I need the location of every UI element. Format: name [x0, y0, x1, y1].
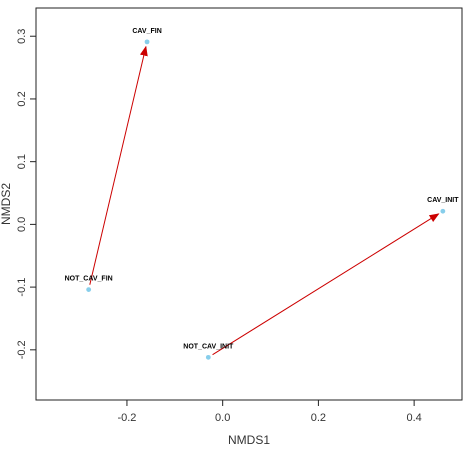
arrow-not-cav-init-to-cav-init — [212, 213, 440, 356]
point-label-not-cav-init: NOT_CAV_INIT — [183, 343, 234, 350]
points: CAV_FIN NOT_CAV_FIN NOT_CAV_INIT CAV_INIT — [65, 28, 459, 360]
y-tick-label: 0.0 — [16, 217, 28, 232]
x-tick-label: 0.0 — [215, 412, 230, 424]
y-axis-title: NMDS2 — [0, 183, 13, 225]
point-label-cav-fin: CAV_FIN — [132, 28, 161, 35]
plot-frame — [35, 7, 463, 401]
y-tick-label: -0.2 — [16, 340, 28, 359]
point-cav-fin — [144, 39, 150, 45]
y-axis: -0.2 -0.1 0.0 0.1 0.2 0.3 — [16, 29, 36, 359]
y-tick-label: 0.2 — [16, 91, 28, 106]
arrows — [89, 45, 440, 356]
point-not-cav-fin — [86, 287, 92, 293]
x-axis-title: NMDS1 — [228, 433, 270, 447]
x-axis: -0.2 0.0 0.2 0.4 — [117, 400, 422, 424]
point-label-cav-init: CAV_INIT — [427, 197, 459, 204]
x-tick-label: 0.4 — [406, 412, 421, 424]
point-cav-init — [440, 208, 446, 214]
y-tick-label: 0.3 — [16, 29, 28, 44]
y-tick-label: -0.1 — [16, 278, 28, 297]
arrow-not-cav-fin-to-cav-fin — [89, 45, 148, 285]
x-tick-label: 0.2 — [311, 412, 326, 424]
y-tick-label: 0.1 — [16, 154, 28, 169]
point-not-cav-init — [205, 354, 211, 360]
point-label-not-cav-fin: NOT_CAV_FIN — [65, 276, 113, 283]
x-tick-label: -0.2 — [117, 412, 136, 424]
